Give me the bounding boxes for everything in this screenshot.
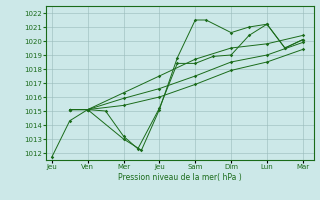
X-axis label: Pression niveau de la mer( hPa ): Pression niveau de la mer( hPa ) <box>118 173 242 182</box>
